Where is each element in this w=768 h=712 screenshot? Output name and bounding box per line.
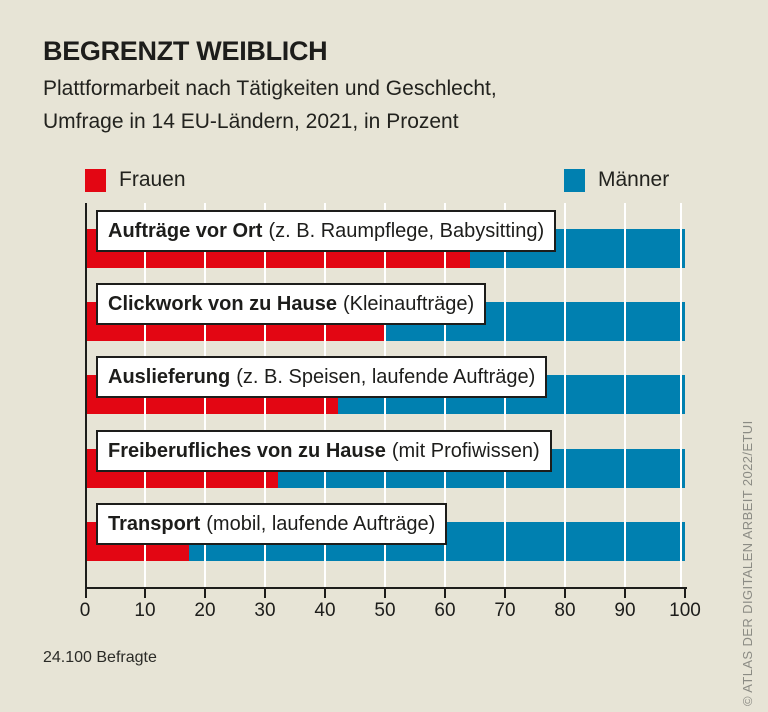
subtitle-line-1: Plattformarbeit nach Tätigkeiten und Ges… [43,77,497,100]
axis-tick-label: 80 [554,600,576,621]
copyright-credit: © ATLAS DER DIGITALEN ARBEIT 2022/ETUI [740,420,755,706]
axis-tick-label: 40 [314,600,336,621]
category-label-box: Aufträge vor Ort (z. B. Raumpflege, Babys… [96,210,557,252]
axis-tick [264,589,266,598]
category-name: Transport [108,513,201,535]
category-name: Freiberufliches von zu Hause [108,440,386,462]
category-note: (mit Profiwissen) [391,440,540,462]
y-axis-line [85,203,87,589]
category-label-box: Clickwork von zu Hause (Kleinaufträge) [96,283,487,325]
sample-size-note: 24.100 Befragte [43,649,157,666]
legend-item-frauen: Frauen [85,168,186,192]
legend-swatch-frauen-icon [85,168,106,192]
category-label-box: Auslieferung (z. B. Speisen, laufende Auf… [96,356,548,398]
axis-tick-label: 30 [254,600,276,621]
bar-row: Transport (mobil, laufende Aufträge) [85,503,685,561]
bar-row: Auslieferung (z. B. Speisen, laufende Auf… [85,356,685,414]
axis-tick-label: 0 [79,600,91,621]
axis-tick-label: 10 [134,600,156,621]
legend-item-maenner: Männer [564,168,669,192]
category-name: Aufträge vor Ort [108,220,263,242]
bar-row: Clickwork von zu Hause (Kleinaufträge) [85,283,685,341]
axis-tick [624,589,626,598]
axis-tick [564,589,566,598]
axis-tick [684,589,686,598]
axis-tick [85,589,87,598]
category-note: (mobil, laufende Aufträge) [206,513,436,535]
bar-chart: Aufträge vor Ort (z. B. Raumpflege, Babys… [85,203,685,587]
gridline [680,203,682,587]
gridline [624,203,626,587]
category-note: (z. B. Speisen, laufende Aufträge) [236,366,536,388]
subtitle: Plattformarbeit nach Tätigkeiten und Ges… [43,72,497,138]
subtitle-line-2: Umfrage in 14 EU-Ländern, 2021, in Proze… [43,110,459,133]
axis-tick-label: 90 [614,600,636,621]
legend-swatch-maenner-icon [564,168,585,192]
axis-tick [444,589,446,598]
x-axis-line [85,587,687,589]
category-name: Auslieferung [108,366,231,388]
category-note: (Kleinaufträge) [342,293,475,315]
axis-tick [384,589,386,598]
axis-tick-label: 20 [194,600,216,621]
axis-tick-label: 70 [494,600,516,621]
axis-tick-label: 100 [669,600,701,621]
category-label-box: Transport (mobil, laufende Aufträge) [96,503,448,545]
axis-tick [324,589,326,598]
category-label-box: Freiberufliches von zu Hause (mit Profiwi… [96,430,552,472]
axis-tick [504,589,506,598]
category-name: Clickwork von zu Hause [108,293,337,315]
bar-row: Freiberufliches von zu Hause (mit Profiwi… [85,430,685,488]
gridline [564,203,566,587]
axis-tick [144,589,146,598]
page-title: BEGRENZT WEIBLICH [43,36,328,66]
category-note: (z. B. Raumpflege, Babysitting) [268,220,545,242]
axis-tick-label: 60 [434,600,456,621]
axis-tick-label: 50 [374,600,396,621]
axis-tick [204,589,206,598]
bar-row: Aufträge vor Ort (z. B. Raumpflege, Babys… [85,210,685,268]
legend-label-maenner: Männer [598,168,670,191]
legend-label-frauen: Frauen [119,168,186,191]
